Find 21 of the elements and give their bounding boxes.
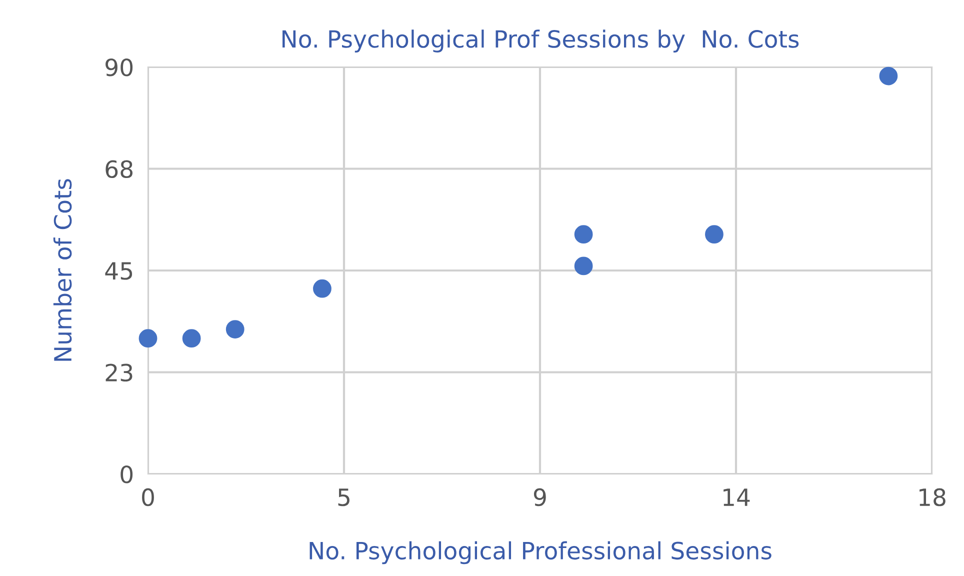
point (182, 329, 201, 348)
point (226, 320, 244, 338)
point (879, 66, 898, 86)
y-tick-label: 90 (106, 58, 133, 76)
point (574, 225, 593, 244)
x-tick-label: 9 (534, 488, 546, 506)
y-tick-label: 68 (106, 160, 132, 178)
y-tick-label: 23 (106, 364, 132, 382)
point (574, 256, 593, 276)
x-tick-label: 0 (142, 488, 154, 506)
point (705, 225, 724, 244)
x-tick-label: 14 (724, 488, 750, 506)
y-axis-title: Number of Cots (53, 179, 72, 361)
x-axis-title: No. Psychological Professional Sessions (310, 541, 772, 564)
y-tick-label: 45 (105, 262, 132, 280)
point (138, 329, 158, 348)
y-tick-label: 0 (120, 465, 133, 484)
point (313, 279, 332, 298)
chart-title: No. Psychological Prof Sessions by No. Cots (282, 30, 799, 52)
x-tick-label: 5 (338, 488, 350, 506)
x-tick-label: 18 (920, 488, 946, 506)
